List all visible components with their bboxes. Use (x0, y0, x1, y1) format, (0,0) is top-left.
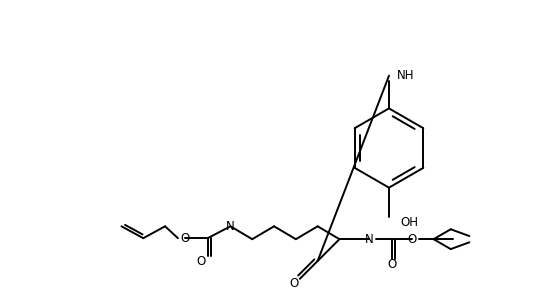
Text: N: N (226, 220, 235, 233)
Text: O: O (290, 277, 298, 290)
Text: NH: NH (397, 69, 414, 82)
Text: N: N (365, 233, 374, 246)
Text: O: O (388, 259, 396, 271)
Text: OH: OH (400, 216, 418, 229)
Text: O: O (196, 255, 206, 268)
Text: O: O (407, 233, 417, 246)
Text: O: O (180, 232, 189, 245)
